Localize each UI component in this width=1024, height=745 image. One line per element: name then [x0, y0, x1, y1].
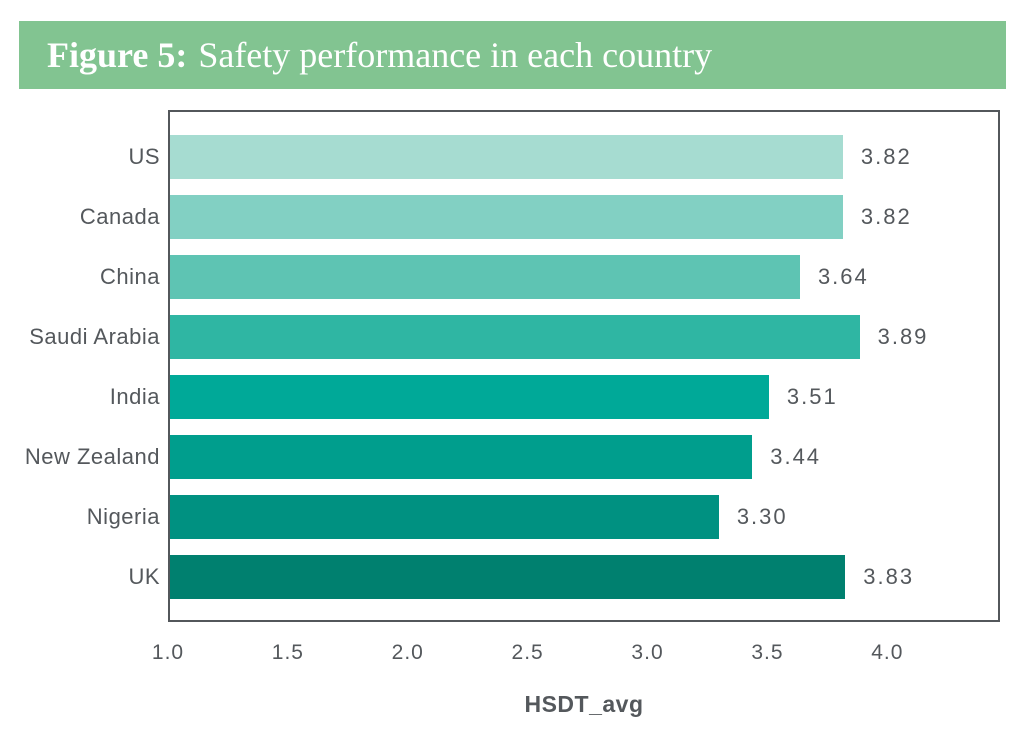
bar-row: Saudi Arabia 3.89: [29, 307, 998, 367]
country-label: Nigeria: [86, 504, 160, 529]
figure-banner: Figure 5: Safety performance in each cou…: [19, 21, 1006, 89]
bar-row: New Zealand 3.44: [25, 427, 998, 487]
figure-number-label: Figure 5:: [47, 35, 188, 75]
country-label: Canada: [79, 204, 160, 229]
value-label: 3.30: [736, 504, 788, 529]
value-label: 3.82: [860, 144, 912, 169]
figure-title: Safety performance in each country: [198, 35, 713, 75]
bar: [170, 435, 753, 479]
bar-row: US 3.82: [128, 127, 998, 187]
x-tick-label: 1.0: [151, 641, 185, 664]
value-label: 3.44: [770, 444, 822, 469]
value-label: 3.89: [877, 324, 929, 349]
bar: [170, 375, 769, 419]
bar-row: China 3.64: [100, 247, 998, 307]
country-label: Saudi Arabia: [29, 324, 160, 349]
x-tick-label: 4.0: [871, 641, 904, 664]
country-label: China: [100, 264, 160, 289]
country-label: US: [128, 144, 160, 169]
country-label: UK: [128, 564, 160, 589]
bar: [170, 195, 843, 239]
x-tick-label: 3.0: [631, 641, 664, 664]
x-tick-label: 2.5: [511, 641, 544, 664]
value-label: 3.82: [860, 204, 912, 229]
bar: [170, 135, 843, 179]
bar-row: UK 3.83: [128, 547, 998, 607]
plot-area: US 3.82 Canada 3.82 China 3.64 Saudi Arabia 3.8…: [25, 110, 1000, 622]
bar: [170, 315, 860, 359]
value-label: 3.83: [863, 564, 915, 589]
x-tick-label: 2.0: [391, 641, 424, 664]
x-tick-label: 3.5: [751, 641, 784, 664]
country-label: India: [109, 384, 160, 409]
bar: [170, 495, 719, 539]
country-label: New Zealand: [24, 444, 160, 469]
bar: [170, 555, 846, 599]
x-axis-title: HSDT_avg: [524, 691, 644, 717]
x-axis-ticks: 1.0 1.5 2.0 2.5 3.0 3.5 4.0: [152, 641, 1000, 667]
bar-row: Nigeria 3.30: [87, 487, 998, 547]
x-tick-label: 1.5: [271, 641, 304, 664]
value-label: 3.51: [786, 384, 838, 409]
bar-row: India 3.51: [110, 367, 998, 427]
bar: [170, 255, 800, 299]
value-label: 3.64: [817, 264, 869, 289]
bar-row: Canada 3.82: [80, 187, 998, 247]
